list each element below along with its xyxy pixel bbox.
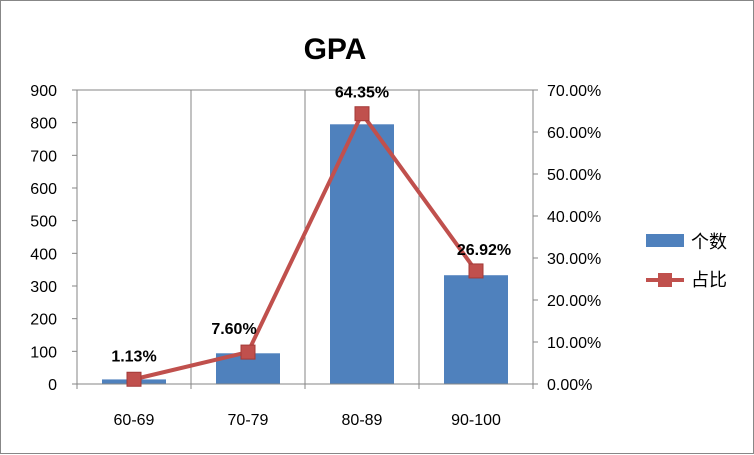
x-axis-category-label: 70-79 <box>228 412 269 429</box>
right-axis-tick-label: 20.00% <box>547 293 601 310</box>
ratio-marker-70-79 <box>240 344 256 360</box>
left-axis-tick-label: 300 <box>30 279 57 296</box>
left-axis-tick-label: 900 <box>30 83 57 100</box>
bar-80-89 <box>330 124 394 385</box>
bar-90-100 <box>444 275 508 384</box>
right-axis-tick-label: 50.00% <box>547 167 601 184</box>
legend-line-label: 占比 <box>691 270 727 290</box>
left-axis-tick-label: 600 <box>30 181 57 198</box>
right-axis-tick-label: 30.00% <box>547 251 601 268</box>
x-axis-category-label: 90-100 <box>451 412 501 429</box>
left-axis-tick-label: 400 <box>30 246 57 263</box>
legend-bar-swatch <box>646 234 684 247</box>
left-axis-tick-label: 100 <box>30 344 57 361</box>
ratio-line <box>133 111 478 382</box>
ratio-data-label: 26.92% <box>457 242 511 259</box>
ratio-marker-80-89 <box>354 106 370 122</box>
x-axis-category-label: 80-89 <box>342 412 383 429</box>
right-axis-tick-label: 70.00% <box>547 83 601 100</box>
chart-title: GPA <box>304 33 367 66</box>
legend-bar-label: 个数 <box>691 232 727 252</box>
right-axis-tick-label: 10.00% <box>547 335 601 352</box>
ratio-data-label: 7.60% <box>211 321 256 338</box>
left-axis-tick-label: 200 <box>30 312 57 329</box>
left-axis-tick-label: 0 <box>48 377 57 394</box>
left-axis-tick-label: 800 <box>30 116 57 133</box>
ratio-data-label: 64.35% <box>335 85 389 102</box>
left-axis-tick-label: 700 <box>30 148 57 165</box>
legend-line-marker <box>658 273 672 287</box>
right-axis-tick-label: 40.00% <box>547 209 601 226</box>
ratio-marker-60-69 <box>126 371 142 387</box>
right-axis-tick-label: 0.00% <box>547 377 592 394</box>
x-axis-category-label: 60-69 <box>114 412 155 429</box>
ratio-marker-90-100 <box>468 263 484 279</box>
right-axis-tick-label: 60.00% <box>547 125 601 142</box>
left-axis-tick-label: 500 <box>30 214 57 231</box>
ratio-data-label: 1.13% <box>111 348 156 365</box>
